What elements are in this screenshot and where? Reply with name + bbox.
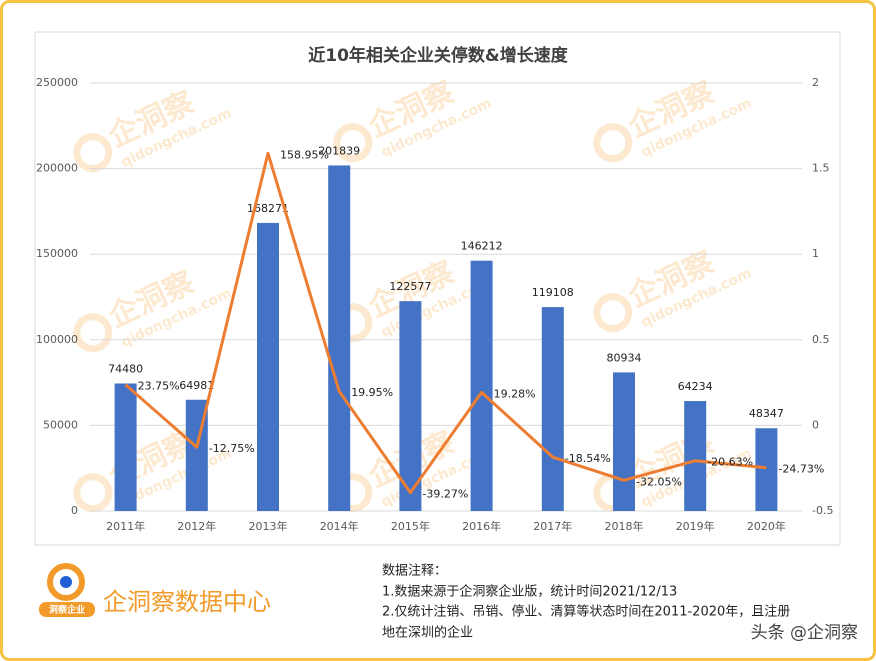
logo: 洞察企业: [39, 563, 95, 619]
bar: [684, 401, 707, 511]
x-tick-label: 2019年: [676, 519, 715, 533]
bar: [613, 372, 635, 511]
bar: [541, 307, 564, 511]
bar: [257, 222, 279, 511]
watermark-ring: [73, 313, 113, 353]
bar-value-label: 48347: [749, 407, 784, 420]
bar-value-label: 146212: [461, 240, 503, 253]
bar-value-label: 119108: [532, 286, 574, 299]
x-tick-label: 2015年: [391, 519, 430, 533]
bar: [470, 260, 493, 511]
x-tick-label: 2012年: [177, 519, 216, 533]
watermark-ring: [333, 123, 373, 163]
bar-value-label: 168271: [247, 202, 289, 215]
line-value-label: -39.27%: [422, 488, 468, 501]
line-value-label: -12.75%: [209, 442, 255, 455]
bar-value-label: 201839: [318, 144, 360, 157]
x-tick-label: 2011年: [106, 519, 145, 533]
y2-tick-label: 2: [812, 76, 819, 89]
logo-dot: [60, 576, 72, 588]
line-value-label: -20.63%: [707, 456, 753, 469]
watermark-ring: [73, 133, 113, 173]
logo-ring: [47, 563, 85, 601]
bar: [114, 383, 137, 511]
bar-value-label: 64981: [179, 379, 214, 392]
y2-tick-label: 1.5: [812, 162, 830, 175]
chart-title: 近10年相关企业关停数&增长速度: [308, 45, 568, 66]
line-value-label: -24.73%: [778, 463, 824, 476]
line-value-label: 19.28%: [494, 387, 536, 400]
line: [124, 151, 767, 495]
watermark-ring: [73, 473, 113, 513]
brand: 企洞察数据中心: [103, 588, 271, 616]
y2-tick-label: 0.5: [812, 333, 830, 346]
line-value-label: -18.54%: [565, 452, 611, 465]
credit: 头条 @企洞察: [751, 623, 858, 643]
note: 地在深圳的企业: [382, 625, 473, 641]
watermark-ring: [593, 123, 633, 163]
bar-value-label: 64234: [678, 380, 713, 393]
note: 1.数据来源于企洞察企业版，统计时间2021/12/13: [382, 584, 677, 600]
note: 数据注释：: [382, 564, 447, 579]
x-tick-label: 2013年: [249, 519, 288, 533]
line-value-label: 23.75%: [138, 380, 180, 393]
bar: [328, 165, 351, 511]
watermark-ring: [593, 293, 633, 333]
bar-value-label: 74480: [108, 362, 143, 375]
x-tick-label: 2017年: [533, 519, 572, 533]
x-tick-label: 2018年: [605, 519, 644, 533]
y-tick-label: 100000: [36, 333, 78, 346]
y-tick-label: 50000: [43, 418, 78, 431]
y-tick-label: 200000: [36, 162, 78, 175]
y2-tick-label: 0: [812, 418, 819, 431]
note: 2.仅统计注销、吊销、停业、清算等状态时间在2011-2020年，且注册: [382, 604, 790, 620]
y-tick-label: 250000: [36, 76, 78, 89]
x-tick-label: 2020年: [747, 519, 786, 533]
line-value-label: -32.05%: [636, 475, 682, 488]
y2-tick-label: -0.5: [812, 504, 833, 517]
line-value-label: 19.95%: [351, 386, 393, 399]
logo-text: 洞察企业: [49, 604, 85, 616]
logo-band: [39, 602, 95, 617]
x-tick-label: 2016年: [462, 519, 501, 533]
y-tick-label: 150000: [36, 247, 78, 260]
x-tick-label: 2014年: [320, 519, 359, 533]
line-value-label: 158.95%: [280, 148, 329, 161]
bar-value-label: 80934: [607, 351, 642, 364]
bar: [755, 428, 778, 511]
bar-value-label: 122577: [389, 280, 431, 293]
y-tick-label: 0: [71, 504, 78, 517]
y2-tick-label: 1: [812, 247, 819, 260]
bar: [399, 301, 422, 511]
